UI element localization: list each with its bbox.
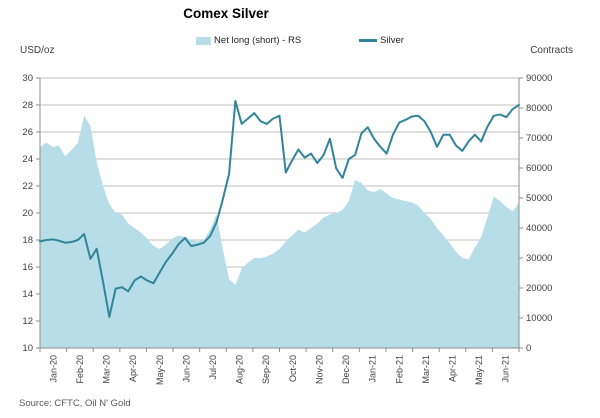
svg-text:26: 26 <box>22 127 33 138</box>
svg-text:Mar-21: Mar-21 <box>421 355 431 384</box>
svg-text:24: 24 <box>22 154 33 165</box>
svg-text:Feb-21: Feb-21 <box>394 355 404 384</box>
tick-marks <box>36 77 523 352</box>
svg-text:0: 0 <box>526 343 531 354</box>
svg-text:22: 22 <box>22 181 33 192</box>
svg-text:10000: 10000 <box>526 313 552 324</box>
svg-text:50000: 50000 <box>526 193 552 204</box>
svg-text:18: 18 <box>22 235 33 246</box>
svg-text:16: 16 <box>22 262 33 273</box>
svg-text:Jun-21: Jun-21 <box>501 355 511 383</box>
svg-text:Apr-20: Apr-20 <box>128 355 138 382</box>
area-swatch-icon <box>196 36 212 45</box>
right-axis-title: Contracts <box>530 45 573 56</box>
x-axis-labels: Jan-20 Feb-20 Mar-20 Apr-20 May-20 Jun-20 Jul-… <box>48 355 510 385</box>
legend-item-netlong: Net long (short) - RS <box>196 35 301 46</box>
svg-text:20000: 20000 <box>526 283 552 294</box>
y-axis-right-labels: 90000 80000 70000 60000 50000 40000 30000 20000… <box>526 73 552 354</box>
svg-text:Feb-20: Feb-20 <box>75 355 85 384</box>
svg-text:90000: 90000 <box>526 73 552 84</box>
svg-text:Dec-20: Dec-20 <box>341 355 351 384</box>
left-axis-title: USD/oz <box>20 45 55 56</box>
svg-text:Aug-20: Aug-20 <box>235 355 245 384</box>
svg-text:12: 12 <box>22 316 33 327</box>
svg-text:Jan-20: Jan-20 <box>48 355 58 383</box>
svg-text:14: 14 <box>22 289 33 300</box>
svg-text:Sep-20: Sep-20 <box>261 355 271 384</box>
svg-text:40000: 40000 <box>526 223 552 234</box>
legend-item-silver: Silver <box>359 35 404 46</box>
legend-label-silver: Silver <box>380 35 404 46</box>
svg-text:10: 10 <box>22 343 33 354</box>
silver-line <box>39 99 520 318</box>
svg-text:Jul-20: Jul-20 <box>208 355 218 380</box>
svg-text:30: 30 <box>22 73 33 84</box>
source-note: Source: CFTC, Oil N' Gold <box>19 398 131 409</box>
svg-text:Jun-20: Jun-20 <box>181 355 191 383</box>
line-swatch-icon <box>359 39 378 42</box>
svg-text:60000: 60000 <box>526 163 552 174</box>
svg-text:May-20: May-20 <box>155 355 165 385</box>
svg-text:Oct-20: Oct-20 <box>288 355 298 382</box>
svg-text:70000: 70000 <box>526 133 552 144</box>
svg-text:Nov-20: Nov-20 <box>314 355 324 384</box>
svg-text:Apr-21: Apr-21 <box>447 355 457 382</box>
svg-text:30000: 30000 <box>526 253 552 264</box>
svg-text:28: 28 <box>22 100 33 111</box>
svg-text:May-21: May-21 <box>474 355 484 385</box>
svg-text:20: 20 <box>22 208 33 219</box>
chart-title: Comex Silver <box>183 6 269 21</box>
legend: Net long (short) - RS Silver <box>0 35 600 46</box>
legend-label-netlong: Net long (short) - RS <box>214 35 302 46</box>
svg-text:80000: 80000 <box>526 103 552 114</box>
svg-text:Mar-20: Mar-20 <box>102 355 112 384</box>
area-series <box>40 115 519 348</box>
y-axis-left-labels: 30 28 26 24 22 20 18 16 14 12 10 <box>22 73 33 354</box>
svg-text:Jan-21: Jan-21 <box>368 355 378 383</box>
